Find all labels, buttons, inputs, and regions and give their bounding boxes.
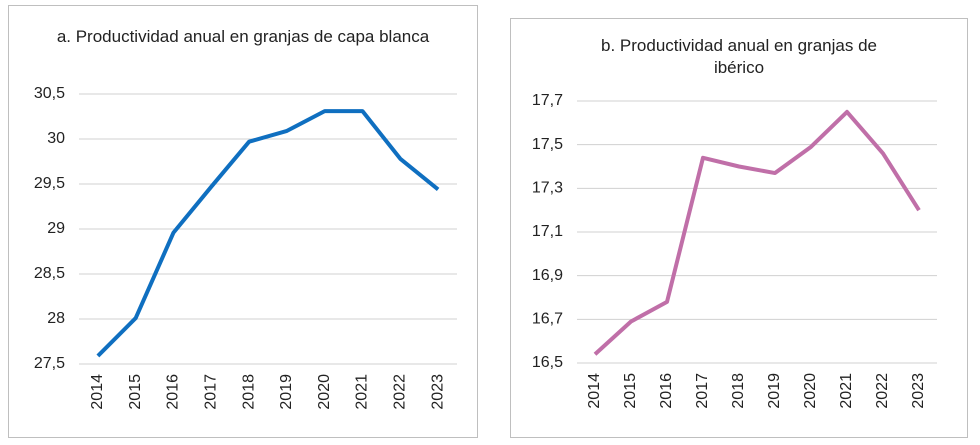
chart: 16,5 16,7 16,9 17,1 17,3 17,5 17,7 2014 2015 2016… xyxy=(532,92,937,409)
x-tick-label: 2019 xyxy=(766,373,783,409)
x-tick-label: 2021 xyxy=(838,373,855,409)
x-tick-label: 2015 xyxy=(622,373,639,409)
y-tick-label: 28,5 xyxy=(34,265,65,282)
x-tick-label: 2018 xyxy=(240,374,257,410)
x-tick-label: 2023 xyxy=(910,373,927,409)
x-tick-label: 2014 xyxy=(586,373,603,409)
y-tick-label: 17,5 xyxy=(532,136,563,153)
x-tick-label: 2019 xyxy=(278,374,295,410)
x-tick-label: 2014 xyxy=(89,374,106,410)
x-tick-label: 2016 xyxy=(165,374,182,410)
y-tick-label: 29 xyxy=(47,220,65,237)
data-line xyxy=(593,109,921,356)
x-tick-label: 2021 xyxy=(354,374,371,410)
x-tick-label: 2020 xyxy=(802,373,819,409)
y-tick-label: 16,5 xyxy=(532,354,563,371)
y-tick-label: 30 xyxy=(47,130,65,147)
x-tick-label: 2022 xyxy=(874,373,891,409)
x-tick-label: 2015 xyxy=(127,374,144,410)
y-tick-label: 30,5 xyxy=(34,85,65,102)
chart-title: b. Productividad anual en granjas de ibé… xyxy=(601,36,877,77)
chart-panel: a. Productividad anual en granjas de cap… xyxy=(8,5,478,438)
y-tick-label: 27,5 xyxy=(34,355,65,372)
chart-title: a. Productividad anual en granjas de cap… xyxy=(56,27,430,46)
x-tick-label: 2020 xyxy=(316,374,333,410)
y-tick-label: 17,1 xyxy=(532,223,563,240)
chart-panel: b. Productividad anual en granjas de ibé… xyxy=(510,18,968,438)
y-tick-label: 17,7 xyxy=(532,92,563,109)
y-tick-label: 16,7 xyxy=(532,311,563,328)
x-tick-label: 2016 xyxy=(658,373,675,409)
y-tick-label: 28 xyxy=(47,310,65,327)
x-tick-label: 2017 xyxy=(694,373,711,409)
y-tick-label: 29,5 xyxy=(34,175,65,192)
y-tick-label: 16,9 xyxy=(532,267,563,284)
x-tick-label: 2022 xyxy=(392,374,409,410)
x-tick-label: 2018 xyxy=(730,373,747,409)
data-line xyxy=(96,109,440,358)
chart: 27,5 28 28,5 29 29,5 30 30,5 2014 2015 2016 2017 20… xyxy=(34,85,457,410)
y-tick-label: 17,3 xyxy=(532,180,563,197)
x-tick-label: 2017 xyxy=(203,374,220,410)
x-tick-label: 2023 xyxy=(429,374,446,410)
